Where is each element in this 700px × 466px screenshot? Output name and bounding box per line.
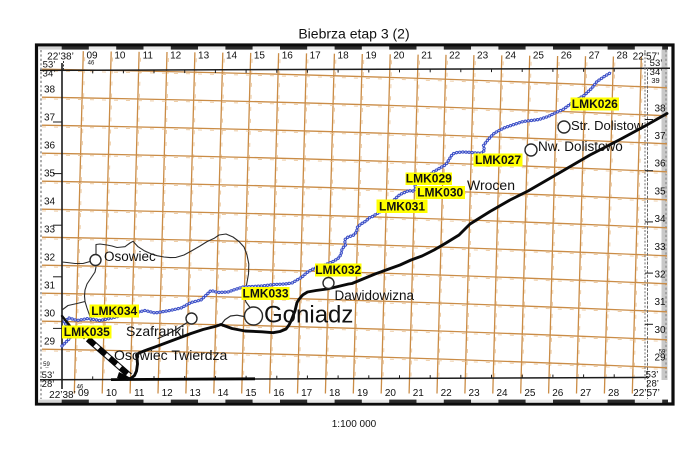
svg-text:53’: 53’: [42, 370, 55, 381]
svg-text:22’38’: 22’38’: [47, 52, 74, 63]
svg-text:27: 27: [580, 388, 592, 399]
svg-text:Str. Dolistow: Str. Dolistow: [571, 118, 644, 133]
svg-text:17: 17: [301, 388, 313, 399]
svg-text:Goniadz: Goniadz: [264, 302, 353, 329]
svg-text:34’: 34’: [43, 69, 56, 80]
svg-text:28: 28: [617, 51, 629, 62]
svg-text:Osowiec: Osowiec: [104, 249, 156, 264]
svg-text:LMK030: LMK030: [417, 186, 463, 200]
svg-text:Wrocen: Wrocen: [467, 177, 515, 193]
svg-text:09: 09: [86, 51, 98, 62]
svg-text:12: 12: [170, 51, 182, 62]
svg-text:Szafranki: Szafranki: [126, 323, 184, 339]
svg-text:LMK026: LMK026: [572, 97, 618, 111]
svg-text:29: 29: [44, 337, 56, 348]
svg-text:16: 16: [282, 51, 294, 62]
svg-text:11: 11: [134, 388, 145, 399]
svg-text:ˇˇ: ˇˇ: [45, 368, 49, 374]
svg-text:LMK029: LMK029: [406, 172, 452, 186]
svg-text:24: 24: [496, 388, 508, 399]
svg-text:10: 10: [106, 388, 118, 399]
svg-text:LMK035: LMK035: [64, 325, 110, 339]
svg-text:46: 46: [88, 61, 95, 67]
svg-text:LMK033: LMK033: [242, 287, 288, 301]
svg-text:LMK034: LMK034: [91, 304, 137, 318]
svg-text:36: 36: [654, 159, 666, 170]
svg-text:18: 18: [329, 388, 341, 399]
svg-text:13: 13: [190, 388, 202, 399]
svg-text:24: 24: [505, 51, 517, 62]
svg-text:34: 34: [44, 197, 56, 208]
svg-text:31: 31: [654, 297, 666, 308]
svg-text:37: 37: [654, 131, 666, 142]
svg-text:Dawidowizna: Dawidowizna: [335, 288, 415, 303]
svg-text:Biebrza etap 3 (2): Biebrza etap 3 (2): [298, 26, 409, 42]
svg-text:1:100 000: 1:100 000: [332, 419, 377, 430]
svg-text:22: 22: [449, 51, 461, 62]
svg-text:14: 14: [226, 51, 238, 62]
svg-text:21: 21: [421, 51, 433, 62]
svg-text:35: 35: [654, 186, 666, 197]
svg-text:LMK027: LMK027: [475, 153, 521, 167]
svg-text:16: 16: [273, 388, 285, 399]
svg-text:39: 39: [651, 76, 659, 85]
svg-text:27: 27: [589, 51, 601, 62]
svg-text:LMK032: LMK032: [315, 263, 361, 277]
svg-text:14: 14: [217, 388, 229, 399]
svg-text:15: 15: [254, 51, 266, 62]
svg-text:22’57’: 22’57’: [633, 388, 660, 399]
svg-text:26: 26: [552, 388, 564, 399]
svg-text:33: 33: [654, 242, 666, 253]
svg-text:53’: 53’: [43, 60, 56, 71]
svg-text:29: 29: [654, 353, 666, 364]
svg-text:23: 23: [477, 51, 489, 62]
svg-text:26: 26: [561, 51, 573, 62]
svg-text:17: 17: [310, 51, 322, 62]
svg-text:33: 33: [44, 225, 56, 236]
svg-text:19: 19: [357, 388, 369, 399]
svg-text:22: 22: [441, 388, 453, 399]
svg-text:11: 11: [143, 51, 154, 62]
svg-text:20: 20: [393, 51, 405, 62]
svg-text:LMK031: LMK031: [379, 200, 425, 214]
svg-text:23: 23: [469, 388, 481, 399]
svg-text:32: 32: [44, 253, 56, 264]
svg-text:34’: 34’: [650, 67, 663, 78]
svg-text:31: 31: [44, 281, 56, 292]
svg-text:15: 15: [245, 388, 257, 399]
svg-text:35: 35: [44, 169, 56, 180]
svg-text:28’: 28’: [646, 379, 659, 390]
svg-text:09: 09: [78, 388, 90, 399]
svg-text:13: 13: [198, 51, 210, 62]
svg-text:30: 30: [654, 325, 666, 336]
svg-text:22’38’: 22’38’: [49, 390, 76, 401]
svg-text:59: 59: [659, 350, 666, 356]
svg-text:46: 46: [77, 385, 84, 391]
svg-text:10: 10: [114, 51, 126, 62]
svg-text:25: 25: [524, 388, 536, 399]
svg-text:19: 19: [365, 51, 377, 62]
svg-text:18: 18: [338, 51, 350, 62]
svg-text:28: 28: [608, 388, 620, 399]
svg-text:Osowiec Twierdza: Osowiec Twierdza: [114, 347, 228, 363]
svg-text:22’57’: 22’57’: [633, 52, 660, 63]
svg-text:34: 34: [654, 214, 666, 225]
svg-text:37: 37: [44, 113, 56, 124]
svg-text:53’: 53’: [650, 58, 663, 69]
svg-text:21: 21: [413, 388, 425, 399]
svg-text:38: 38: [654, 103, 666, 114]
svg-text:53’: 53’: [646, 370, 659, 381]
svg-text:38: 38: [44, 85, 56, 96]
svg-text:32: 32: [654, 270, 666, 281]
svg-text:20: 20: [385, 388, 397, 399]
svg-text:12: 12: [162, 388, 174, 399]
svg-text:36: 36: [44, 141, 56, 152]
svg-text:Nw. Dolistowo: Nw. Dolistowo: [538, 139, 623, 154]
svg-text:59: 59: [43, 362, 50, 368]
svg-text:30: 30: [44, 309, 56, 320]
svg-text:25: 25: [533, 51, 545, 62]
svg-text:28’: 28’: [42, 379, 55, 390]
